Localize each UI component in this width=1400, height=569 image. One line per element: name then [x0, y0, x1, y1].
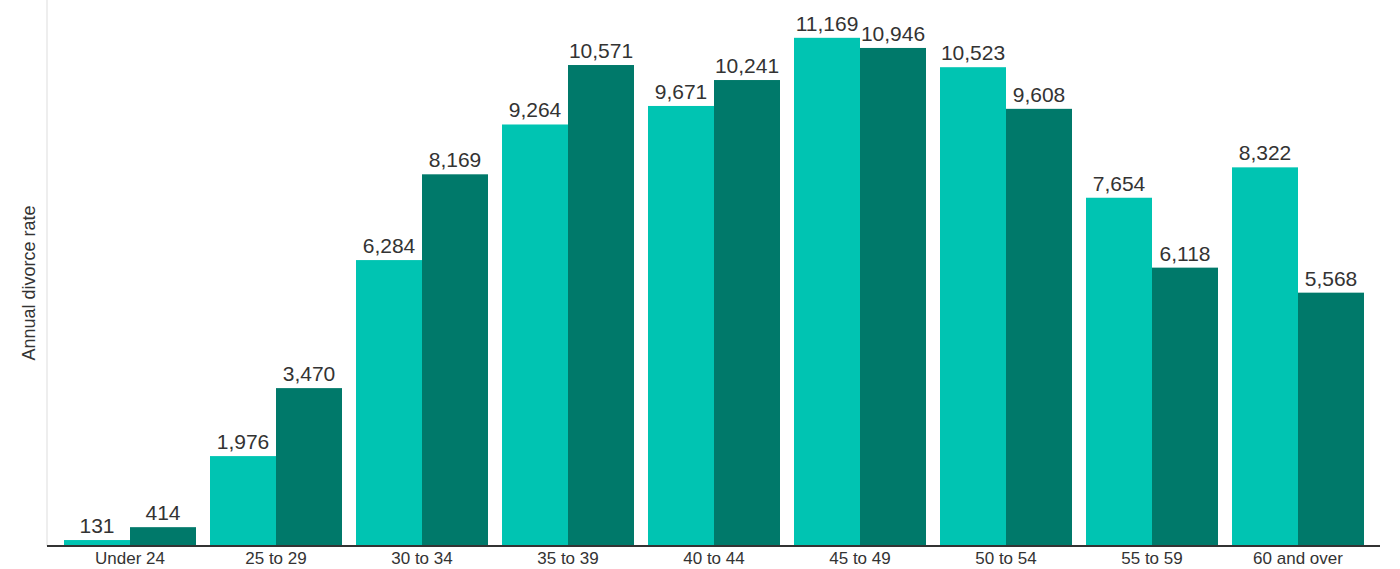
x-tick-label: 50 to 54 — [975, 549, 1036, 568]
bar — [1152, 268, 1218, 546]
y-axis-label: Annual divorce rate — [19, 205, 39, 360]
bar — [1086, 198, 1152, 546]
bar — [714, 80, 780, 546]
bar — [276, 388, 342, 546]
data-label: 414 — [145, 501, 180, 524]
data-label: 3,470 — [283, 362, 336, 385]
data-label: 7,654 — [1093, 172, 1146, 195]
x-tick-label: Under 24 — [95, 549, 165, 568]
data-label: 9,608 — [1013, 83, 1066, 106]
bar — [130, 527, 196, 546]
x-tick-label: 35 to 39 — [537, 549, 598, 568]
data-label: 1,976 — [217, 430, 270, 453]
bar — [940, 67, 1006, 546]
data-label: 6,118 — [1160, 242, 1211, 265]
data-label: 9,264 — [509, 98, 562, 121]
data-label: 9,671 — [655, 80, 708, 103]
data-label: 6,284 — [363, 234, 416, 257]
data-labels: 131 414 1,976 3,470 6,284 8,169 9,264 10,571 9,6… — [79, 12, 1357, 537]
bar — [502, 124, 568, 546]
x-tick-label: 25 to 29 — [245, 549, 306, 568]
bar — [1006, 109, 1072, 546]
chart-svg: Annual divorce rate 131 414 1,976 3,470 6,284… — [0, 0, 1400, 569]
bar — [1232, 167, 1298, 546]
data-label: 10,523 — [941, 41, 1005, 64]
bar — [568, 65, 634, 546]
data-label: 11,169 — [796, 12, 859, 35]
data-label: 10,571 — [569, 39, 633, 62]
bar — [860, 48, 926, 546]
bars — [64, 38, 1364, 546]
data-label: 10,946 — [861, 22, 925, 45]
data-label: 131 — [79, 514, 114, 537]
data-label: 5,568 — [1305, 267, 1358, 290]
x-tick-label: 55 to 59 — [1121, 549, 1182, 568]
x-tick-label: 40 to 44 — [683, 549, 744, 568]
x-axis-line — [47, 545, 1380, 547]
data-label: 8,322 — [1239, 141, 1292, 164]
data-label: 10,241 — [715, 54, 779, 77]
bar — [1298, 293, 1364, 546]
bar — [356, 260, 422, 546]
chart-container: Annual divorce rate 131 414 1,976 3,470 6,284… — [0, 0, 1400, 569]
bar — [648, 106, 714, 546]
bar — [422, 174, 488, 546]
bar — [794, 38, 860, 546]
x-tick-label: 60 and over — [1253, 549, 1343, 568]
y-axis-line — [47, 0, 48, 546]
data-label: 8,169 — [429, 148, 482, 171]
bar — [210, 456, 276, 546]
x-tick-label: 45 to 49 — [829, 549, 890, 568]
x-tick-label: 30 to 34 — [391, 549, 452, 568]
